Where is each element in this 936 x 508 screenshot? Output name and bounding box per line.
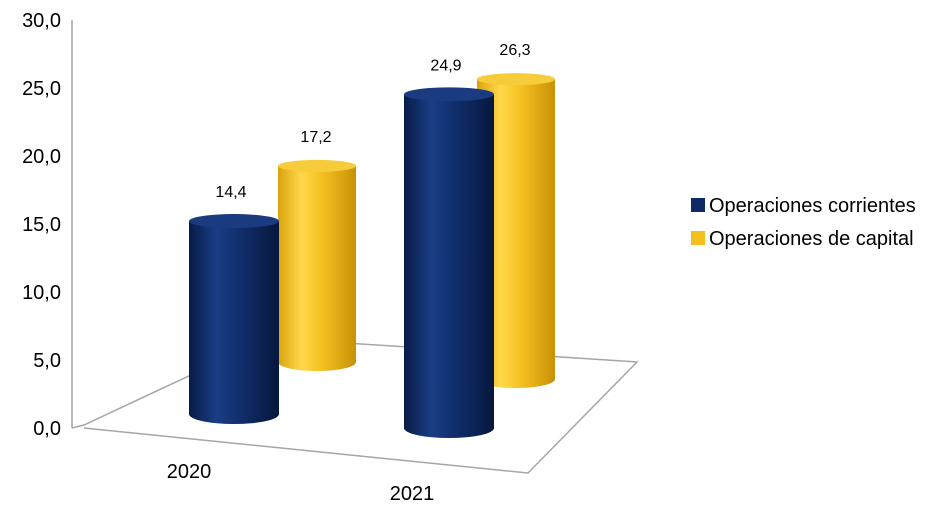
bar-top [189,214,279,229]
bar-top [278,159,356,172]
legend-item: Operaciones de capital [691,228,914,250]
y-tick-label: 15,0 [22,214,61,236]
y-tick-label: 30,0 [22,10,61,32]
legend-swatch [691,231,705,245]
data-label: 26,3 [499,42,530,59]
category-labels: 2020 2021 [167,461,435,505]
bar-body [278,165,356,371]
y-tick-labels: 0,0 5,0 10,0 15,0 20,0 25,0 30,0 [22,10,61,440]
data-label: 17,2 [300,129,331,146]
legend-swatch [691,198,705,212]
legend-item: Operaciones corrientes [691,195,916,217]
bar-body [189,221,279,424]
bar-2021-corrientes [404,87,494,438]
data-label: 24,9 [430,57,461,74]
y-tick-label: 5,0 [33,350,61,372]
y-tick-label: 25,0 [22,78,61,100]
data-labels: 17,2 14,4 26,3 24,9 [215,42,530,201]
category-label: 2020 [167,461,212,483]
bar-2020-corrientes [189,214,279,424]
bar-top [477,73,555,86]
legend: Operaciones corrientes Operaciones de cap… [691,195,916,250]
data-label: 14,4 [215,184,246,201]
y-tick-label: 0,0 [33,418,61,440]
bar-2021-capital [477,73,555,389]
bars [189,73,555,438]
bar-2020-capital [278,159,356,371]
legend-label: Operaciones de capital [709,228,914,250]
category-label: 2021 [390,483,435,503]
legend-label: Operaciones corrientes [709,195,916,217]
bar-body [477,79,555,389]
y-tick-label: 20,0 [22,146,61,168]
bar-top [404,87,494,102]
y-tick-label: 10,0 [22,282,61,304]
bar-body [404,94,494,438]
